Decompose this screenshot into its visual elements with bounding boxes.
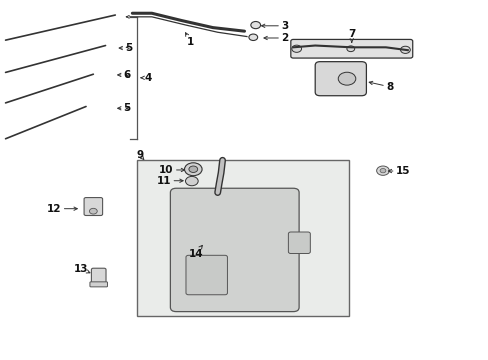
Text: 2: 2 [264, 33, 288, 43]
FancyBboxPatch shape [170, 188, 299, 312]
Text: 7: 7 [347, 29, 355, 42]
Circle shape [338, 72, 355, 85]
Text: 9: 9 [136, 150, 143, 160]
Bar [137, 160, 348, 316]
Circle shape [89, 208, 97, 214]
Text: 10: 10 [159, 165, 184, 175]
Text: 13: 13 [74, 264, 90, 274]
Text: 12: 12 [47, 204, 77, 214]
Text: 1: 1 [185, 33, 194, 47]
Text: 3: 3 [261, 21, 288, 31]
Text: 14: 14 [188, 246, 203, 258]
Circle shape [184, 163, 202, 176]
Text: 6: 6 [118, 70, 131, 80]
Text: 5: 5 [118, 103, 131, 113]
Text: 11: 11 [157, 176, 183, 186]
FancyBboxPatch shape [288, 232, 310, 253]
Text: 5: 5 [119, 43, 132, 53]
FancyBboxPatch shape [185, 255, 227, 295]
Circle shape [291, 45, 301, 52]
Circle shape [250, 22, 260, 29]
Circle shape [248, 34, 257, 41]
Text: 15: 15 [387, 166, 409, 176]
Circle shape [400, 46, 409, 53]
FancyBboxPatch shape [84, 198, 102, 216]
FancyBboxPatch shape [91, 268, 106, 285]
Circle shape [185, 176, 198, 186]
Circle shape [379, 168, 385, 173]
FancyBboxPatch shape [290, 40, 412, 58]
Text: 8: 8 [368, 81, 392, 92]
Circle shape [346, 46, 354, 51]
Circle shape [376, 166, 388, 175]
Circle shape [188, 166, 197, 172]
FancyBboxPatch shape [90, 282, 107, 287]
FancyBboxPatch shape [315, 62, 366, 96]
Text: 4: 4 [141, 73, 152, 83]
